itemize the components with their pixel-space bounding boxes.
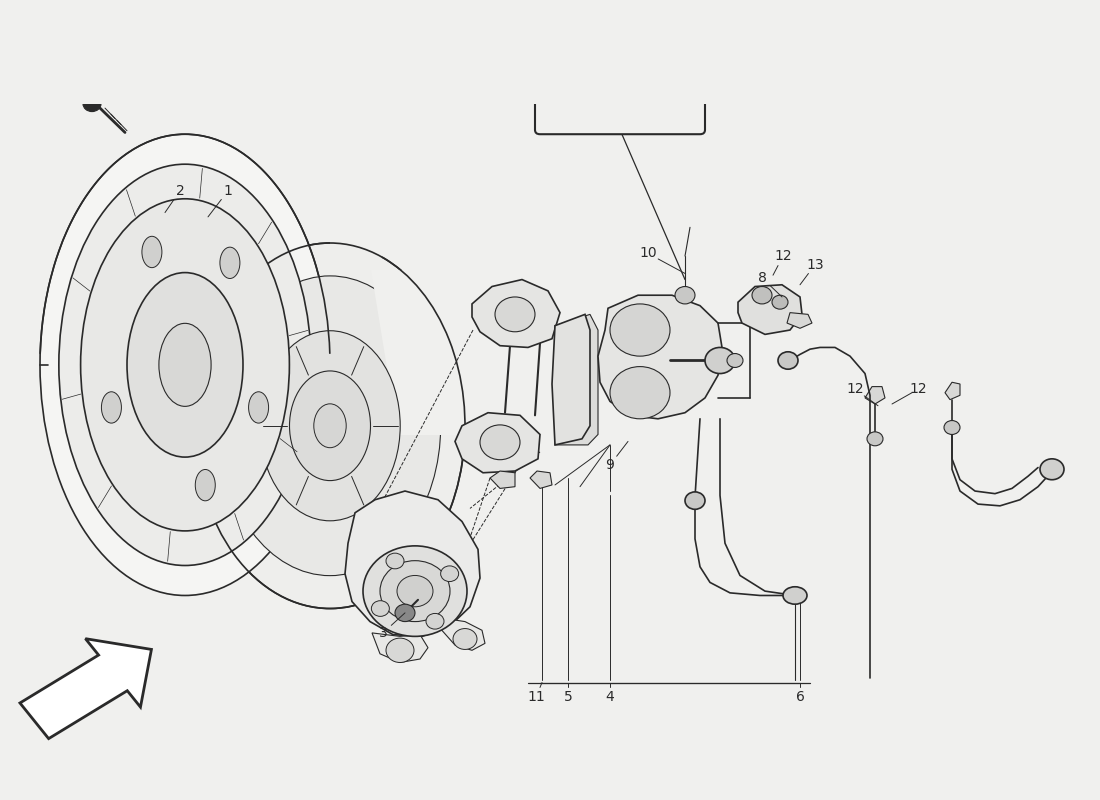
Ellipse shape: [685, 492, 705, 510]
Text: 11: 11: [527, 690, 544, 704]
Ellipse shape: [195, 243, 465, 609]
Ellipse shape: [82, 96, 101, 111]
Ellipse shape: [158, 323, 211, 406]
Polygon shape: [945, 382, 960, 400]
Text: 5: 5: [563, 690, 572, 704]
Text: 2: 2: [176, 184, 185, 198]
Ellipse shape: [552, 41, 589, 79]
Polygon shape: [598, 295, 722, 419]
Polygon shape: [490, 471, 515, 489]
Ellipse shape: [219, 276, 441, 576]
Text: 6: 6: [795, 690, 804, 704]
Polygon shape: [556, 314, 598, 445]
Ellipse shape: [610, 304, 670, 356]
Polygon shape: [530, 471, 552, 489]
Polygon shape: [372, 633, 428, 662]
Text: 4: 4: [606, 690, 615, 704]
Ellipse shape: [249, 392, 268, 423]
Ellipse shape: [80, 198, 289, 531]
Ellipse shape: [314, 404, 346, 448]
Ellipse shape: [867, 432, 883, 446]
Polygon shape: [472, 279, 560, 347]
Ellipse shape: [646, 41, 678, 79]
Ellipse shape: [196, 470, 216, 501]
Polygon shape: [786, 313, 812, 328]
Ellipse shape: [783, 586, 807, 604]
Ellipse shape: [705, 347, 735, 374]
Ellipse shape: [126, 273, 243, 457]
Ellipse shape: [441, 566, 459, 582]
Ellipse shape: [1040, 459, 1064, 480]
Ellipse shape: [101, 392, 121, 423]
Ellipse shape: [675, 286, 695, 304]
Text: 13: 13: [806, 258, 824, 272]
Ellipse shape: [142, 236, 162, 268]
Text: 3: 3: [378, 626, 387, 640]
Ellipse shape: [772, 295, 788, 309]
Text: 12: 12: [846, 382, 864, 396]
Polygon shape: [552, 314, 590, 445]
Text: 12: 12: [774, 249, 792, 263]
Ellipse shape: [386, 553, 404, 569]
FancyBboxPatch shape: [535, 0, 705, 134]
Ellipse shape: [260, 330, 400, 521]
Polygon shape: [865, 386, 886, 404]
Ellipse shape: [752, 286, 772, 304]
Ellipse shape: [386, 638, 414, 662]
Ellipse shape: [778, 352, 798, 369]
Ellipse shape: [944, 421, 960, 434]
Ellipse shape: [397, 575, 433, 606]
Polygon shape: [345, 491, 480, 636]
Text: 1: 1: [223, 184, 232, 198]
Text: 12: 12: [910, 382, 927, 396]
Ellipse shape: [395, 604, 415, 622]
Polygon shape: [438, 619, 485, 650]
Polygon shape: [455, 413, 540, 473]
Ellipse shape: [727, 354, 742, 367]
Ellipse shape: [495, 297, 535, 332]
Ellipse shape: [379, 561, 450, 622]
Ellipse shape: [220, 247, 240, 278]
Ellipse shape: [363, 546, 468, 636]
Polygon shape: [371, 270, 472, 435]
Ellipse shape: [480, 425, 520, 460]
Text: 9: 9: [606, 458, 615, 472]
Text: 8: 8: [758, 271, 767, 285]
Ellipse shape: [372, 601, 389, 616]
Ellipse shape: [59, 164, 311, 566]
Polygon shape: [738, 285, 802, 334]
Ellipse shape: [610, 366, 670, 419]
Ellipse shape: [453, 629, 477, 650]
Ellipse shape: [289, 371, 371, 481]
Ellipse shape: [40, 134, 330, 595]
Polygon shape: [20, 638, 152, 738]
Text: 10: 10: [639, 246, 657, 261]
Ellipse shape: [426, 614, 444, 629]
Text: 15: 15: [610, 0, 629, 2]
